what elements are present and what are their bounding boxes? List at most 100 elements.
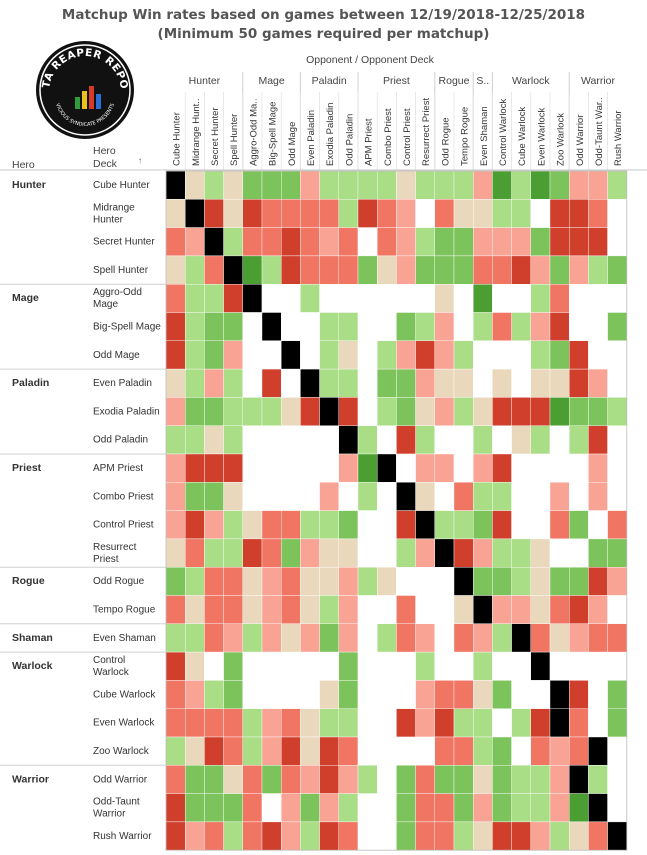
heatmap-cell xyxy=(242,736,263,766)
heatmap-cell xyxy=(338,595,359,624)
heatmap-cell xyxy=(223,595,244,624)
heatmap-cell xyxy=(338,708,359,738)
heatmap-cell xyxy=(184,765,205,794)
heatmap-cell xyxy=(281,453,301,483)
heatmap-cell xyxy=(511,453,532,483)
heatmap-cell xyxy=(377,255,397,285)
heatmap-cell xyxy=(281,821,301,851)
row-label: Odd Mage xyxy=(93,350,140,361)
heatmap-cell xyxy=(569,651,589,681)
heatmap-cell xyxy=(415,538,436,568)
heatmap-cell xyxy=(281,793,301,823)
heatmap-cell xyxy=(569,765,589,794)
heatmap-cell xyxy=(588,425,608,455)
heatmap-cell xyxy=(492,255,512,285)
heatmap-cell xyxy=(184,538,205,568)
heatmap-cell xyxy=(261,821,282,851)
heatmap-cell xyxy=(281,680,301,709)
heatmap-cell xyxy=(377,312,397,341)
heatmap-cell xyxy=(338,651,359,681)
row-label: Warrior xyxy=(93,809,126,820)
heatmap-cell xyxy=(261,567,282,596)
heatmap-cell xyxy=(357,510,378,540)
heatmap-cell xyxy=(242,312,263,341)
heatmap-cell xyxy=(300,538,320,568)
row-label: Even Paladin xyxy=(93,378,152,389)
heatmap-cell xyxy=(300,425,320,455)
heatmap-cell xyxy=(511,425,532,455)
heatmap-cell xyxy=(511,482,532,511)
heatmap-cell xyxy=(607,255,627,285)
heatmap-cell xyxy=(473,199,493,228)
heatmap-cell xyxy=(338,821,359,851)
heatmap-cell xyxy=(434,821,455,851)
heatmap-cell xyxy=(415,623,436,653)
heatmap-cell xyxy=(223,255,244,285)
heatmap-cell xyxy=(396,595,416,624)
heatmap-cell xyxy=(377,227,397,257)
heatmap-cell xyxy=(165,397,186,426)
heatmap-cell xyxy=(281,567,301,596)
heatmap-cell xyxy=(184,510,205,540)
title-line-1: Matchup Win rates based on games between… xyxy=(61,7,586,23)
heatmap-cell xyxy=(607,736,627,766)
heatmap-cell xyxy=(338,425,359,455)
heatmap-cell xyxy=(473,368,493,398)
column-label: Odd Rogue xyxy=(440,117,451,166)
heatmap-cell xyxy=(165,793,186,823)
heatmap-cell xyxy=(396,567,416,596)
hero-label: Priest xyxy=(12,462,42,474)
heatmap-cell xyxy=(588,651,608,681)
heatmap-cell xyxy=(588,510,608,540)
heatmap-cell xyxy=(588,340,608,370)
heatmap-cell xyxy=(242,199,263,228)
heatmap-cell xyxy=(165,651,186,681)
heatmap-cell xyxy=(165,482,186,511)
heatmap-cell xyxy=(261,397,282,426)
heatmap-cell xyxy=(338,482,359,511)
heatmap-cell xyxy=(377,482,397,511)
heatmap-cell xyxy=(530,623,551,653)
heatmap-cell xyxy=(338,567,359,596)
heatmap-cell xyxy=(530,821,551,851)
heatmap-cell xyxy=(549,482,570,511)
column-label: Cube Hunter xyxy=(172,112,183,166)
heatmap-cell xyxy=(204,651,224,681)
heatmap-cell xyxy=(242,510,263,540)
heatmap-cell xyxy=(453,397,474,426)
heatmap-cell xyxy=(473,170,493,200)
heatmap-cell xyxy=(530,680,551,709)
column-label: Even Warlock xyxy=(536,108,547,166)
heatmap-cell xyxy=(242,793,263,823)
heatmap-cell xyxy=(588,397,608,426)
heatmap-cell xyxy=(396,397,416,426)
heatmap-cell xyxy=(607,651,627,681)
heatmap-cell xyxy=(549,397,570,426)
heatmap-cell xyxy=(492,736,512,766)
heatmap-cell xyxy=(338,793,359,823)
heatmap-cell xyxy=(453,595,474,624)
heatmap-cell xyxy=(511,595,532,624)
heatmap-cell xyxy=(607,397,627,426)
hero-label: Shaman xyxy=(12,632,53,644)
heatmap-cell xyxy=(492,595,512,624)
heatmap-cell xyxy=(377,397,397,426)
heatmap-cell xyxy=(242,482,263,511)
heatmap-cell xyxy=(473,680,493,709)
heatmap-cell xyxy=(319,453,340,483)
heatmap-cell xyxy=(396,453,416,483)
heatmap-cell xyxy=(434,397,455,426)
heatmap-cell xyxy=(204,199,224,228)
heatmap-cell xyxy=(165,567,186,596)
heatmap-cell xyxy=(223,425,244,455)
column-label: Secret Hunter xyxy=(210,107,221,166)
heatmap-cell xyxy=(357,170,378,200)
heatmap-cell xyxy=(492,708,512,738)
heatmap-cell xyxy=(549,736,570,766)
heatmap-cell xyxy=(588,227,608,257)
heatmap-cell xyxy=(415,453,436,483)
heatmap-cell xyxy=(549,368,570,398)
heatmap-cell xyxy=(569,340,589,370)
row-label: Even Shaman xyxy=(93,633,156,644)
heatmap-cell xyxy=(184,425,205,455)
